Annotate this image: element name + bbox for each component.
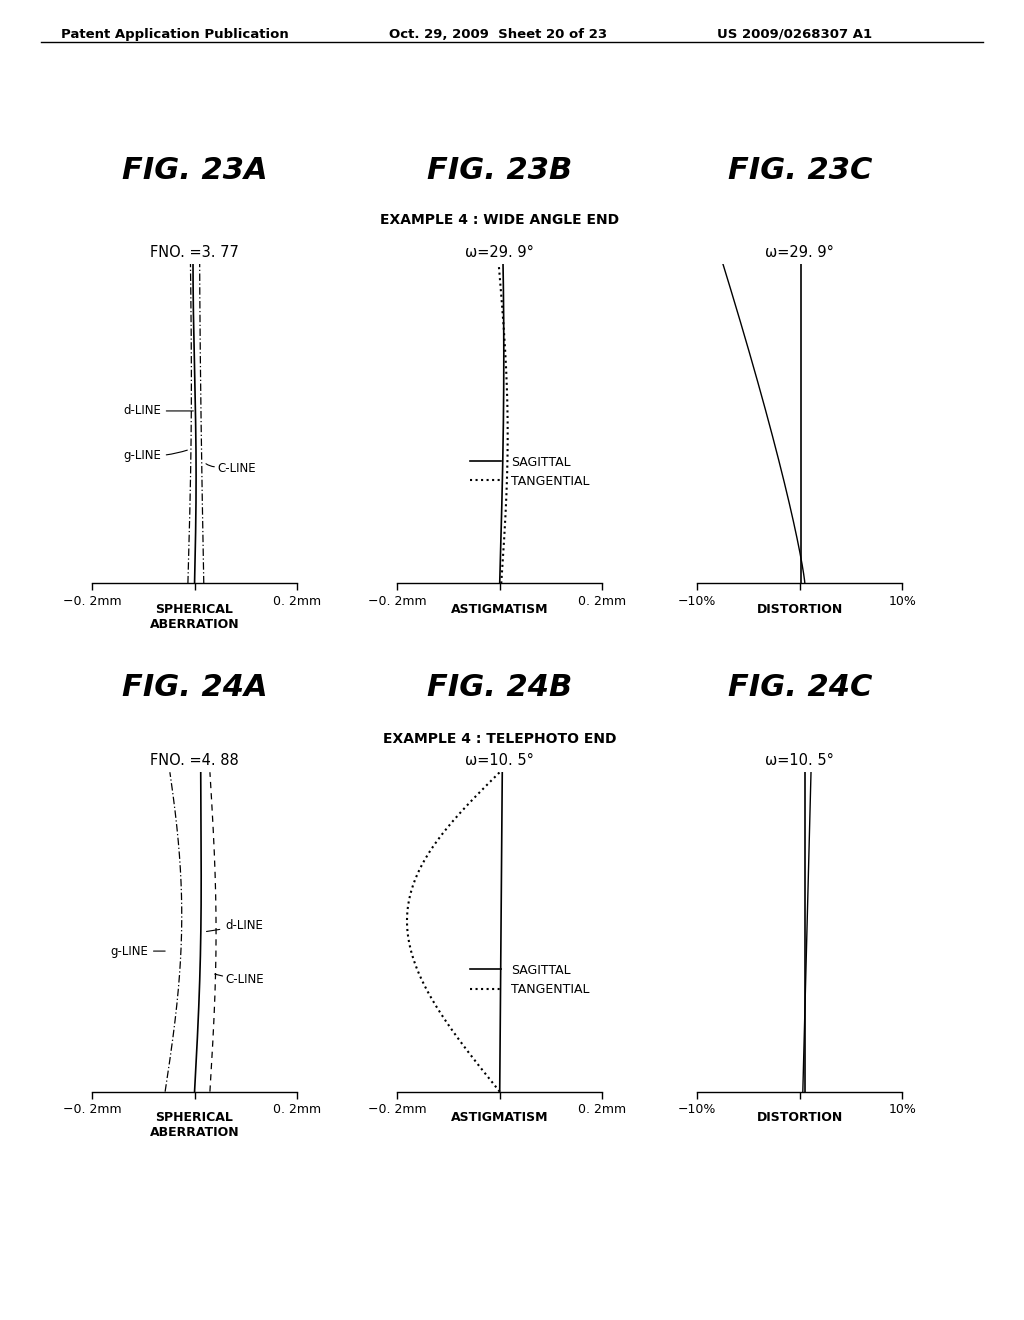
Text: FIG. 23C: FIG. 23C bbox=[728, 156, 871, 185]
Text: FIG. 24B: FIG. 24B bbox=[427, 673, 572, 702]
Text: C-LINE: C-LINE bbox=[217, 462, 256, 475]
Title: FNO. =4. 88: FNO. =4. 88 bbox=[151, 754, 239, 768]
Title: ω=10. 5°: ω=10. 5° bbox=[765, 754, 835, 768]
Title: FNO. =3. 77: FNO. =3. 77 bbox=[151, 246, 239, 260]
Text: US 2009/0268307 A1: US 2009/0268307 A1 bbox=[717, 28, 871, 41]
Text: d-LINE: d-LINE bbox=[207, 919, 263, 932]
Text: SPHERICAL
ABERRATION: SPHERICAL ABERRATION bbox=[150, 603, 240, 631]
Text: g-LINE: g-LINE bbox=[123, 449, 187, 462]
Text: FIG. 23B: FIG. 23B bbox=[427, 156, 572, 185]
Text: ASTIGMATISM: ASTIGMATISM bbox=[451, 603, 549, 616]
Legend: SAGITTAL, TANGENTIAL: SAGITTAL, TANGENTIAL bbox=[465, 450, 595, 492]
Text: ASTIGMATISM: ASTIGMATISM bbox=[451, 1111, 549, 1125]
Title: ω=29. 9°: ω=29. 9° bbox=[765, 246, 835, 260]
Text: FIG. 24A: FIG. 24A bbox=[122, 673, 267, 702]
Text: FIG. 23A: FIG. 23A bbox=[122, 156, 267, 185]
Text: Oct. 29, 2009  Sheet 20 of 23: Oct. 29, 2009 Sheet 20 of 23 bbox=[389, 28, 607, 41]
Text: SPHERICAL
ABERRATION: SPHERICAL ABERRATION bbox=[150, 1111, 240, 1139]
Text: FIG. 24C: FIG. 24C bbox=[728, 673, 871, 702]
Text: DISTORTION: DISTORTION bbox=[757, 603, 843, 616]
Text: EXAMPLE 4 : TELEPHOTO END: EXAMPLE 4 : TELEPHOTO END bbox=[383, 731, 616, 746]
Text: Patent Application Publication: Patent Application Publication bbox=[61, 28, 289, 41]
Text: EXAMPLE 4 : WIDE ANGLE END: EXAMPLE 4 : WIDE ANGLE END bbox=[380, 213, 620, 227]
Text: C-LINE: C-LINE bbox=[225, 973, 264, 986]
Legend: SAGITTAL, TANGENTIAL: SAGITTAL, TANGENTIAL bbox=[465, 958, 595, 1001]
Text: g-LINE: g-LINE bbox=[110, 945, 165, 957]
Title: ω=29. 9°: ω=29. 9° bbox=[465, 246, 535, 260]
Text: DISTORTION: DISTORTION bbox=[757, 1111, 843, 1125]
Title: ω=10. 5°: ω=10. 5° bbox=[465, 754, 535, 768]
Text: d-LINE: d-LINE bbox=[123, 404, 194, 417]
